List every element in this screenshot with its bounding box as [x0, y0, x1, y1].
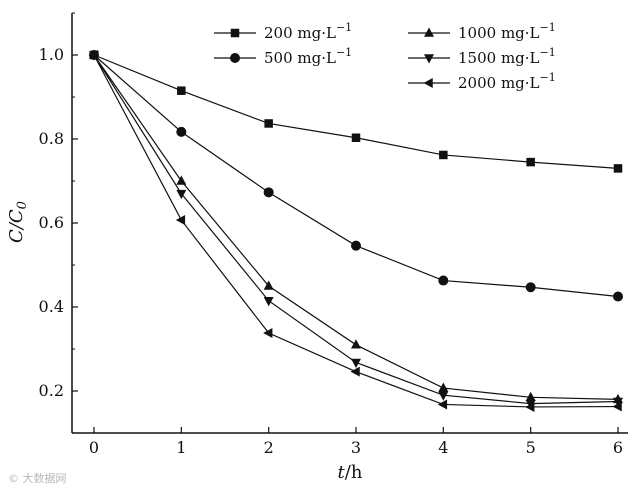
- data-point: [88, 50, 98, 60]
- legend-item: 1500 mg·L−1: [408, 46, 556, 67]
- legend-marker: [423, 78, 433, 88]
- data-point: [177, 86, 186, 95]
- legend-item: 2000 mg·L−1: [408, 71, 556, 92]
- x-tick-label: 2: [264, 438, 274, 457]
- y-tick-label: 0.2: [39, 381, 64, 400]
- data-point: [525, 401, 535, 412]
- data-point: [264, 119, 273, 128]
- y-ticks: 0.2 0.4 0.6 0.8 1.0: [39, 12, 78, 434]
- legend-label: 1000 mg·L−1: [458, 21, 556, 42]
- legend-item: 500 mg·L−1: [214, 46, 352, 67]
- legend-item: 1000 mg·L−1: [408, 21, 556, 42]
- legend-marker: [230, 53, 240, 63]
- data-point: [176, 189, 187, 200]
- x-ticks: 0 1 2 3 4 5 6: [89, 427, 623, 457]
- x-tick-label: 0: [89, 438, 99, 457]
- data-point: [612, 401, 622, 412]
- y-tick-label: 0.6: [39, 213, 64, 232]
- data-point: [613, 164, 623, 173]
- series-circle: [89, 50, 623, 302]
- data-point: [351, 240, 361, 251]
- x-tick-label: 1: [176, 438, 186, 457]
- data-point: [351, 339, 361, 349]
- data-point: [438, 275, 449, 286]
- data-point: [175, 215, 186, 226]
- data-point: [526, 157, 535, 167]
- y-tick-label: 0.8: [39, 129, 64, 148]
- legend-marker: [424, 54, 434, 64]
- y-tick-label: 1.0: [39, 45, 64, 64]
- data-point: [437, 399, 448, 410]
- legend-label: 500 mg·L−1: [264, 46, 352, 67]
- data-point: [613, 397, 623, 407]
- data-point: [263, 187, 274, 198]
- data-point: [263, 296, 274, 307]
- series-line: [93, 54, 619, 405]
- data-point: [525, 391, 536, 402]
- x-tick-label: 4: [438, 438, 448, 457]
- legend-marker: [424, 27, 434, 37]
- data-point: [439, 150, 448, 160]
- legend-label: 1500 mg·L−1: [458, 46, 556, 67]
- data-point: [351, 358, 361, 368]
- data-point: [263, 280, 274, 290]
- data-point: [176, 175, 187, 185]
- legend-marker: [230, 28, 240, 38]
- y-axis-title: C/C0: [6, 201, 30, 243]
- legend-label: 2000 mg·L−1: [458, 71, 556, 92]
- data-point: [263, 328, 273, 339]
- series-triangle-down: [89, 51, 623, 410]
- data-point: [438, 382, 449, 392]
- legend-item: 200 mg·L−1: [214, 21, 352, 42]
- data-point: [176, 126, 187, 137]
- data-point: [351, 133, 361, 142]
- series-triangle-up: [89, 49, 623, 404]
- series-line: [93, 54, 619, 408]
- x-tick-label: 5: [526, 438, 536, 457]
- x-tick-label: 6: [613, 438, 623, 457]
- watermark: © 大数据网: [8, 472, 67, 485]
- legend-label: 200 mg·L−1: [264, 21, 352, 42]
- series-square: [89, 50, 623, 173]
- data-point: [438, 391, 449, 401]
- x-axis-title: t/h: [338, 462, 363, 483]
- legend: 200 mg·L−1 500 mg·L−1 1000 mg·L−1 1500 mg·L…: [214, 21, 556, 92]
- data-point: [525, 282, 536, 293]
- data-point: [350, 366, 360, 377]
- y-tick-label: 0.4: [39, 297, 64, 316]
- x-tick-label: 3: [351, 438, 361, 457]
- data-point: [613, 291, 623, 302]
- series-triangle-left: [88, 50, 622, 412]
- series-layer: [88, 49, 623, 412]
